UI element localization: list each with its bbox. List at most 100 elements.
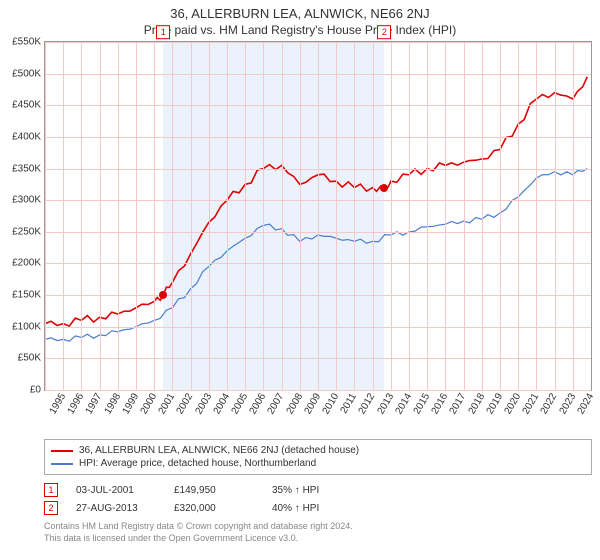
legend-label: HPI: Average price, detached house, Nort… [79, 458, 316, 469]
y-axis-label: £550K [12, 37, 45, 48]
y-axis-label: £200K [12, 258, 45, 269]
x-axis-label: 2004 [209, 390, 232, 416]
gridline-v [191, 42, 192, 390]
series-hpi [45, 169, 587, 342]
legend: 36, ALLERBURN LEA, ALNWICK, NE66 2NJ (de… [44, 439, 592, 475]
gridline-v [245, 42, 246, 390]
plot-area: £0£50K£100K£150K£200K£250K£300K£350K£400… [44, 41, 592, 391]
gridline-v [391, 42, 392, 390]
sale-price: £149,950 [174, 485, 254, 496]
gridline-v [136, 42, 137, 390]
gridline-v [263, 42, 264, 390]
gridline-v [154, 42, 155, 390]
x-axis-label: 2020 [500, 390, 523, 416]
legend-row: 36, ALLERBURN LEA, ALNWICK, NE66 2NJ (de… [51, 444, 585, 457]
gridline-v [63, 42, 64, 390]
x-axis-label: 2005 [227, 390, 250, 416]
gridline-v [336, 42, 337, 390]
footer-attribution: Contains HM Land Registry data © Crown c… [44, 521, 592, 544]
y-axis-label: £400K [12, 131, 45, 142]
x-axis-label: 2001 [154, 390, 177, 416]
chart-container: 36, ALLERBURN LEA, ALNWICK, NE66 2NJ Pri… [0, 0, 600, 560]
y-axis-label: £300K [12, 195, 45, 206]
x-axis-label: 2014 [391, 390, 414, 416]
sale-number-box: 2 [44, 501, 58, 515]
x-axis-label: 2011 [336, 390, 359, 416]
x-axis-label: 1996 [63, 390, 86, 416]
gridline-v [536, 42, 537, 390]
y-axis-label: £250K [12, 226, 45, 237]
x-axis-label: 2003 [191, 390, 214, 416]
gridline-v [427, 42, 428, 390]
x-axis-label: 2023 [555, 390, 578, 416]
footer-line-1: Contains HM Land Registry data © Crown c… [44, 521, 592, 533]
sale-row: 1 03-JUL-2001 £149,950 35% ↑ HPI [44, 481, 592, 499]
sales-table: 1 03-JUL-2001 £149,950 35% ↑ HPI 2 27-AUG-201… [44, 481, 592, 517]
y-axis-label: £500K [12, 68, 45, 79]
x-axis-label: 2017 [445, 390, 468, 416]
gridline-v [464, 42, 465, 390]
gridline-v [81, 42, 82, 390]
x-axis-label: 2021 [518, 390, 541, 416]
sale-marker-dot [380, 184, 388, 192]
x-axis-label: 2012 [354, 390, 377, 416]
gridline-v [445, 42, 446, 390]
gridline-v [500, 42, 501, 390]
sale-marker-dot [159, 291, 167, 299]
sale-number-box: 1 [44, 483, 58, 497]
gridline-v [354, 42, 355, 390]
gridline-v [318, 42, 319, 390]
x-axis-label: 2009 [300, 390, 323, 416]
y-axis-label: £100K [12, 321, 45, 332]
gridline-v [45, 42, 46, 390]
gridline-v [482, 42, 483, 390]
footer-line-2: This data is licensed under the Open Gov… [44, 533, 592, 545]
sale-marker-box: 1 [156, 25, 170, 39]
gridline-v [373, 42, 374, 390]
legend-swatch [51, 463, 73, 465]
series-property [45, 77, 587, 326]
gridline-v [518, 42, 519, 390]
gridline-v [573, 42, 574, 390]
gridline-v [282, 42, 283, 390]
gridline-v [409, 42, 410, 390]
x-axis-label: 2015 [409, 390, 432, 416]
sale-delta: 40% ↑ HPI [272, 503, 352, 514]
gridline-v [555, 42, 556, 390]
y-axis-label: £150K [12, 290, 45, 301]
sale-delta: 35% ↑ HPI [272, 485, 352, 496]
x-axis-label: 1999 [118, 390, 141, 416]
y-axis-label: £0 [30, 385, 45, 396]
x-axis-label: 1995 [45, 390, 68, 416]
gridline-v [209, 42, 210, 390]
sale-date: 03-JUL-2001 [76, 485, 156, 496]
y-axis-label: £450K [12, 100, 45, 111]
gridline-v [100, 42, 101, 390]
x-axis-label: 2006 [245, 390, 268, 416]
chart-area: £0£50K£100K£150K£200K£250K£300K£350K£400… [44, 41, 592, 411]
x-axis-label: 2002 [172, 390, 195, 416]
x-axis-label: 2013 [373, 390, 396, 416]
gridline-v [227, 42, 228, 390]
x-axis-label: 2018 [464, 390, 487, 416]
sale-date: 27-AUG-2013 [76, 503, 156, 514]
x-axis-label: 1997 [81, 390, 104, 416]
x-axis-label: 2007 [263, 390, 286, 416]
x-axis-label: 2008 [282, 390, 305, 416]
legend-row: HPI: Average price, detached house, Nort… [51, 457, 585, 470]
gridline-v [118, 42, 119, 390]
legend-swatch [51, 450, 73, 452]
x-axis-label: 2024 [573, 390, 596, 416]
x-axis-label: 2000 [136, 390, 159, 416]
y-axis-label: £50K [18, 353, 45, 364]
x-axis-label: 2022 [536, 390, 559, 416]
x-axis-label: 2016 [427, 390, 450, 416]
y-axis-label: £350K [12, 163, 45, 174]
chart-subtitle: Price paid vs. HM Land Registry's House … [0, 21, 600, 41]
x-axis-label: 1998 [100, 390, 123, 416]
legend-label: 36, ALLERBURN LEA, ALNWICK, NE66 2NJ (de… [79, 445, 359, 456]
x-axis-label: 2019 [482, 390, 505, 416]
sale-price: £320,000 [174, 503, 254, 514]
sale-row: 2 27-AUG-2013 £320,000 40% ↑ HPI [44, 499, 592, 517]
gridline-v [300, 42, 301, 390]
